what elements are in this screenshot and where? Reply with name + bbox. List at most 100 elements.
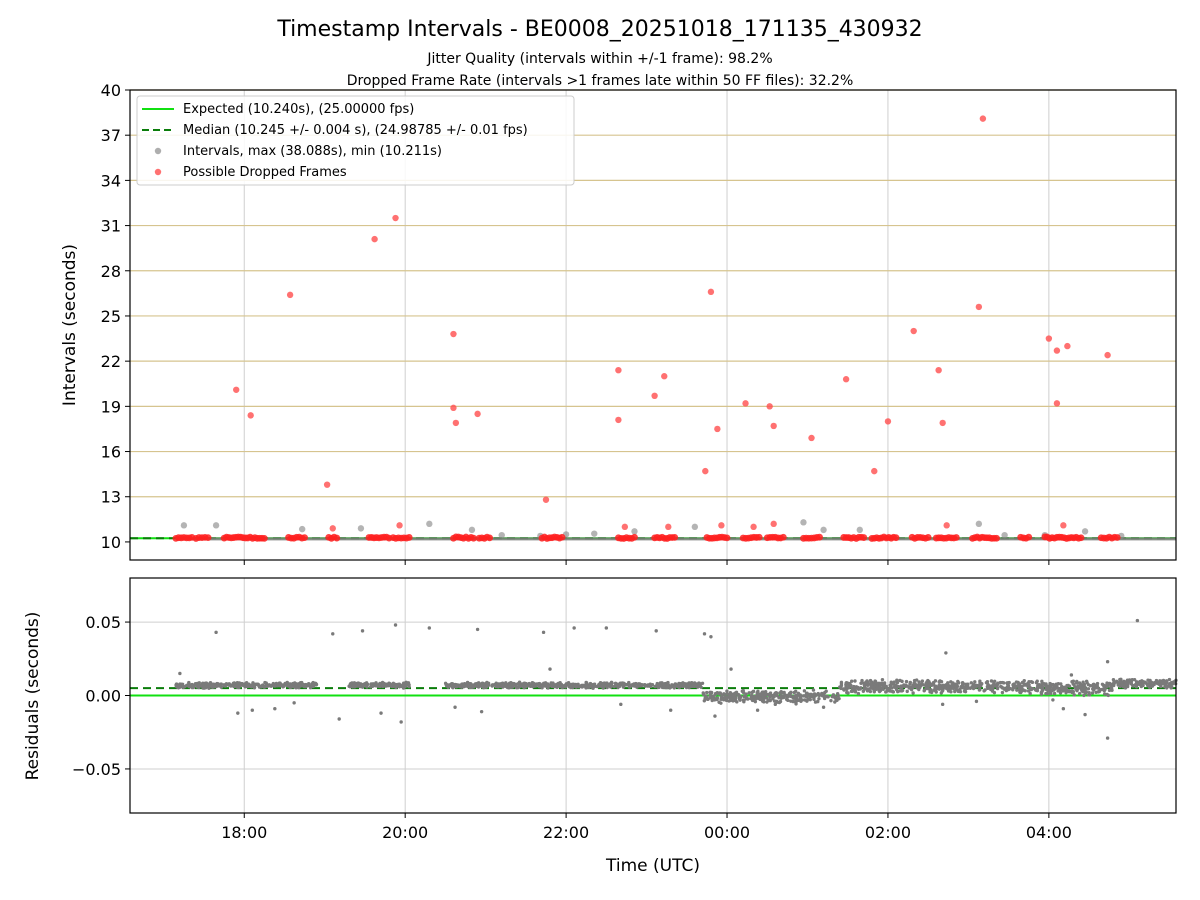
residual-seg-6-point-20 [1090,691,1095,695]
residual-seg-0-point-292 [189,683,193,687]
residual-seg-3-point-291 [738,696,742,701]
residual-seg-2-point-548 [599,684,604,689]
interval-point-10 [631,528,638,535]
residual-seg-3-point-113 [826,695,830,699]
residual-seg-2-point-484 [524,685,528,689]
residual-seg-5-point-356 [899,684,903,689]
residual-seg-3-point-266 [763,690,768,694]
residual-seg-5-point-192 [953,682,957,686]
residual-seg-3-point-204 [705,690,709,695]
residual-seg-3-point-245 [784,697,789,702]
residual-seg-2-point-525 [615,683,619,688]
residual-seg-6-point-155 [1076,684,1080,688]
dropped-cluster-15-point-6 [816,533,823,541]
residual-seg-5-point-262 [888,689,892,693]
residual-seg-5-point-231 [900,688,905,693]
residual-seg-2-point-526 [563,685,568,689]
residual-seg-4-point-66 [849,689,854,694]
residual-seg-5-point-328 [920,679,925,683]
dropped-point-4 [329,525,336,532]
residual-seg-2-point-562 [468,683,472,687]
residual-seg-3-point-285 [734,690,739,694]
residual-seg-0-point-272 [310,683,315,688]
residual-seg-7-point-21 [1167,677,1172,682]
residual-seg-5-point-368 [1030,687,1035,691]
residual-seg-5-point-314 [998,680,1003,685]
residual-seg-6-point-53 [1088,683,1093,688]
residual-seg-0-point-305 [294,685,298,690]
residual-seg-6-point-146 [1070,680,1074,684]
residual-seg-7-point-132 [1132,677,1137,682]
dropped-point-31 [884,418,892,425]
residual-seg-5-point-318 [991,683,995,687]
dropped-point-26 [770,422,777,430]
residual-seg-6-point-147 [1079,682,1083,687]
residual-seg-5-point-152 [953,689,957,694]
residual-seg-7-point-112 [1112,683,1116,688]
dropped-point-42 [1064,342,1071,350]
residual-outlier-4 [273,707,277,711]
residual-outlier-13 [453,705,457,709]
residual-seg-5-point-246 [964,682,968,686]
residual-seg-5-point-177 [949,690,953,694]
interval-point-1 [212,522,220,529]
residual-seg-5-point-363 [882,681,887,685]
residual-seg-3-point-295 [823,690,827,695]
residual-seg-3-point-234 [790,695,795,699]
residual-seg-4-point-57 [857,687,861,691]
residual-seg-3-point-281 [815,692,820,697]
residual-seg-2-point-565 [620,681,624,685]
residual-seg-6-point-96 [1095,684,1099,688]
residual-seg-3-point-250 [705,695,709,700]
residual-outlier-30 [944,651,948,655]
residual-seg-0-point-300 [298,683,302,688]
residual-seg-3-point-172 [808,697,812,702]
dropped-cluster-23-point-6 [1113,534,1121,541]
residual-seg-2-point-479 [593,684,597,688]
residual-seg-7-point-134 [1112,680,1116,685]
residual-seg-0-point-246 [242,682,246,687]
residual-seg-5-point-224 [963,689,968,694]
residual-seg-2-point-509 [570,682,574,687]
residual-outlier-16 [541,630,546,635]
residual-seg-5-point-347 [996,681,1000,685]
residual-seg-5-point-367 [1007,687,1012,691]
residual-seg-2-point-528 [458,684,462,689]
chart-subtitle-dropped: Dropped Frame Rate (intervals >1 frames … [347,73,854,89]
dropped-point-18 [665,523,672,531]
residual-seg-2-point-482 [584,686,588,690]
residual-seg-3-point-249 [799,699,803,704]
residual-outlier-3 [250,708,255,712]
dropped-cluster-8-point-4 [486,534,494,542]
residual-seg-2-point-464 [658,681,663,685]
residual-seg-7-point-109 [1146,683,1150,688]
residual-seg-4-point-69 [852,684,856,689]
dropped-point-37 [979,115,987,122]
dropped-cluster-19-point-8 [952,534,960,541]
residual-seg-5-point-349 [969,681,974,685]
residual-outlier-37 [1105,660,1110,664]
residual-seg-6-point-143 [1106,693,1110,698]
residual-seg-5-point-315 [875,686,879,690]
xtick-label-3: 00:00 [704,823,750,842]
residual-seg-6-point-115 [1085,680,1089,685]
residual-seg-5-point-345 [893,685,897,690]
residual-seg-2-point-391 [648,684,653,688]
residual-seg-6-point-149 [1039,690,1043,695]
residual-seg-0-point-298 [207,686,211,690]
xtick-label-0: 18:00 [221,823,267,842]
residual-seg-3-point-289 [781,695,786,700]
residual-seg-7-point-122 [1129,682,1134,686]
legend-dropped-label: Possible Dropped Frames [183,165,347,180]
residual-seg-1-point-117 [391,681,396,685]
residual-seg-0-point-269 [314,681,318,686]
residual-seg-3-point-251 [723,695,727,699]
residual-seg-3-point-264 [795,698,799,703]
residual-seg-3-point-98 [817,697,821,701]
residual-outlier-27 [755,708,760,712]
dropped-point-1 [247,412,254,419]
residual-seg-5-point-176 [1014,680,1019,684]
residual-seg-1-point-130 [401,682,406,687]
residual-seg-5-point-226 [971,686,976,691]
